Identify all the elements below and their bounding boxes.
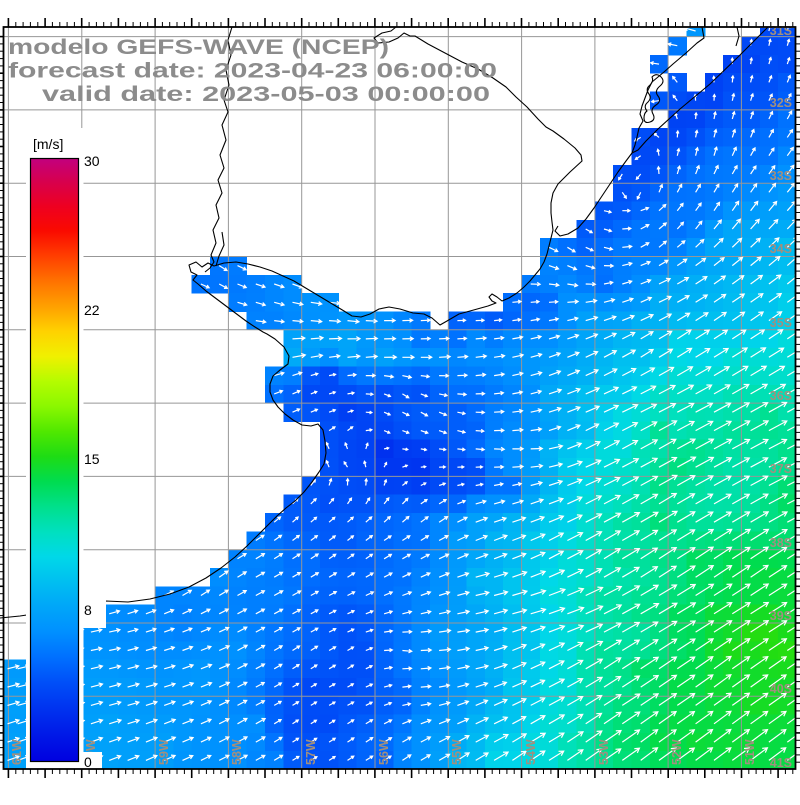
svg-text:41S: 41S: [770, 756, 792, 770]
svg-text:56W: 56W: [377, 739, 391, 765]
svg-text:38S: 38S: [770, 536, 792, 550]
svg-text:[m/s]: [m/s]: [33, 136, 63, 152]
svg-text:33S: 33S: [770, 169, 792, 183]
svg-text:59W: 59W: [157, 739, 171, 765]
svg-text:modelo GEFS-WAVE (NCEP): modelo GEFS-WAVE (NCEP): [8, 35, 389, 59]
svg-text:0: 0: [84, 754, 92, 770]
svg-text:35S: 35S: [770, 316, 792, 330]
svg-text:22: 22: [84, 302, 100, 318]
svg-text:36S: 36S: [770, 389, 792, 403]
svg-text:53W: 53W: [597, 739, 611, 765]
svg-text:39S: 39S: [770, 609, 792, 623]
svg-text:52W: 52W: [670, 739, 684, 765]
svg-text:51W: 51W: [743, 739, 757, 765]
svg-text:55W: 55W: [450, 739, 464, 765]
svg-text:40S: 40S: [770, 682, 792, 696]
svg-text:57W: 57W: [304, 739, 318, 765]
svg-text:34S: 34S: [770, 242, 792, 256]
svg-text:58W: 58W: [230, 739, 244, 765]
svg-text:8: 8: [84, 602, 92, 618]
svg-text:54W: 54W: [524, 739, 538, 765]
svg-text:37S: 37S: [770, 462, 792, 476]
svg-text:61W: 61W: [10, 739, 24, 765]
svg-text:15: 15: [84, 451, 100, 467]
svg-text:forecast date: 2023-04-23 06:0: forecast date: 2023-04-23 06:00:00: [8, 59, 497, 83]
svg-text:32S: 32S: [770, 96, 792, 110]
svg-text:valid date: 2023-05-03 00:00:0: valid date: 2023-05-03 00:00:00: [42, 82, 490, 106]
svg-text:30: 30: [84, 153, 100, 169]
